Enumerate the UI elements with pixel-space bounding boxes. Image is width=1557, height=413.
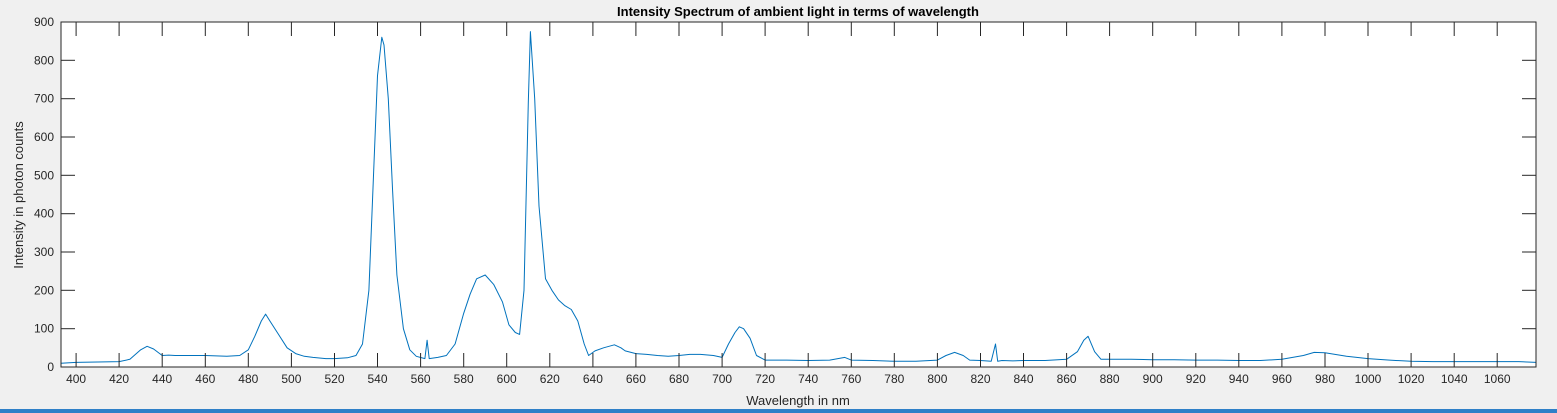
y-tick-label: 800 bbox=[34, 53, 54, 67]
x-tick-label: 800 bbox=[927, 372, 947, 386]
x-tick-label: 1060 bbox=[1484, 372, 1511, 386]
x-tick-label: 420 bbox=[109, 372, 129, 386]
x-tick-label: 1040 bbox=[1441, 372, 1468, 386]
x-tick-label: 660 bbox=[626, 372, 646, 386]
y-tick-label: 0 bbox=[47, 360, 54, 374]
y-tick-label: 200 bbox=[34, 283, 54, 297]
x-tick-label: 460 bbox=[195, 372, 215, 386]
x-tick-label: 700 bbox=[712, 372, 732, 386]
x-tick-label: 520 bbox=[324, 372, 344, 386]
y-tick-label: 300 bbox=[34, 245, 54, 259]
x-tick-label: 620 bbox=[540, 372, 560, 386]
x-tick-label: 760 bbox=[841, 372, 861, 386]
x-tick-label: 780 bbox=[884, 372, 904, 386]
x-tick-label: 720 bbox=[755, 372, 775, 386]
x-tick-label: 680 bbox=[669, 372, 689, 386]
x-axis-label: Wavelength in nm bbox=[746, 393, 850, 408]
y-tick-label: 100 bbox=[34, 322, 54, 336]
y-axis-label: Intensity in photon counts bbox=[11, 121, 26, 269]
x-tick-label: 860 bbox=[1057, 372, 1077, 386]
x-tick-label: 580 bbox=[454, 372, 474, 386]
axes-box bbox=[60, 21, 1537, 368]
x-tick-label: 500 bbox=[281, 372, 301, 386]
x-tick-label: 640 bbox=[583, 372, 603, 386]
x-tick-label: 980 bbox=[1315, 372, 1335, 386]
chart-title: Intensity Spectrum of ambient light in t… bbox=[617, 4, 979, 19]
x-tick-label: 1020 bbox=[1398, 372, 1425, 386]
x-tick-label: 940 bbox=[1229, 372, 1249, 386]
x-tick-label: 600 bbox=[497, 372, 517, 386]
x-tick-label: 920 bbox=[1186, 372, 1206, 386]
x-tick-label: 960 bbox=[1272, 372, 1292, 386]
spectrum-line-0 bbox=[60, 31, 1537, 364]
y-tick-label: 500 bbox=[34, 168, 54, 182]
y-tick-label: 600 bbox=[34, 130, 54, 144]
x-tick-label: 440 bbox=[152, 372, 172, 386]
x-tick-label: 480 bbox=[238, 372, 258, 386]
x-tick-label: 820 bbox=[970, 372, 990, 386]
x-tick-label: 740 bbox=[798, 372, 818, 386]
x-tick-label: 900 bbox=[1143, 372, 1163, 386]
window-bottom-bar bbox=[0, 409, 1557, 413]
y-tick-label: 700 bbox=[34, 92, 54, 106]
x-tick-label: 1000 bbox=[1355, 372, 1382, 386]
x-tick-label: 880 bbox=[1100, 372, 1120, 386]
x-tick-label: 400 bbox=[66, 372, 86, 386]
x-tick-label: 560 bbox=[411, 372, 431, 386]
x-tick-label: 540 bbox=[367, 372, 387, 386]
y-tick-label: 900 bbox=[34, 15, 54, 29]
y-tick-label: 400 bbox=[34, 207, 54, 221]
plot-area bbox=[61, 22, 1536, 367]
x-tick-label: 840 bbox=[1013, 372, 1033, 386]
